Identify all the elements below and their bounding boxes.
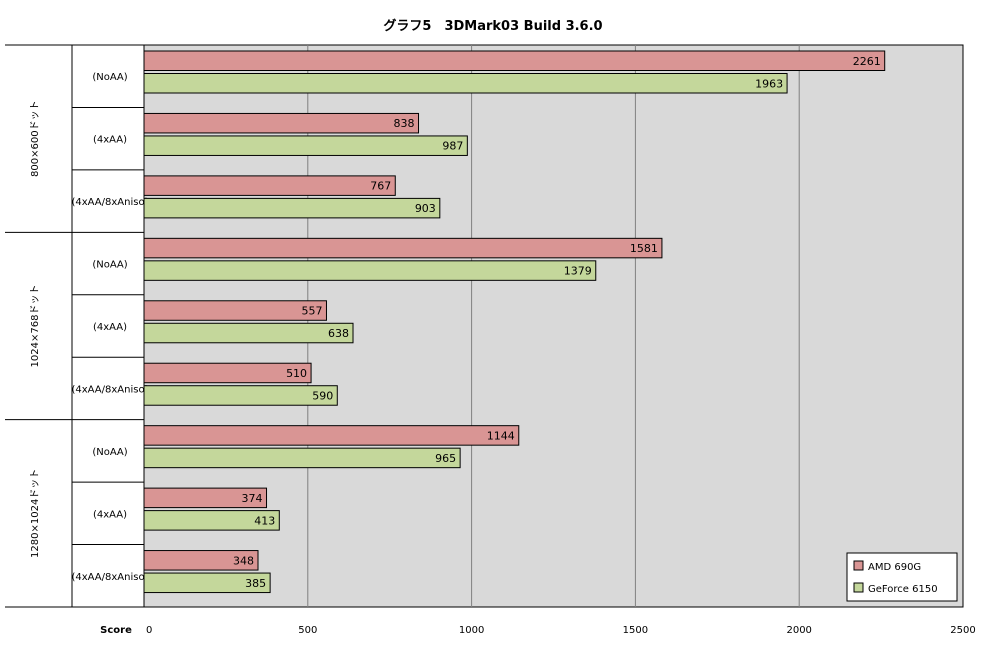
group-label: 1024×768ドット: [30, 285, 41, 368]
data-label: 2261: [853, 55, 881, 68]
bar: [143, 322, 354, 344]
bar: [143, 510, 280, 531]
group-label: 800×600ドット: [30, 100, 41, 177]
bar: [143, 425, 520, 446]
data-label: 385: [245, 577, 266, 590]
legend-swatch: [853, 582, 864, 593]
data-label: 965: [435, 452, 456, 465]
category-label: (4xAA/8xAniso): [72, 197, 149, 208]
bar: [143, 572, 271, 594]
category-label: (NoAA): [92, 447, 127, 458]
data-label: 903: [415, 202, 436, 215]
x-tick-label: 2000: [786, 625, 811, 636]
bar: [143, 175, 396, 196]
legend-label: AMD 690G: [868, 562, 921, 573]
data-label: 1379: [564, 265, 592, 278]
data-label: 1581: [630, 242, 658, 255]
legend: [846, 552, 958, 602]
legend-label: GeForce 6150: [868, 584, 938, 595]
data-label: 1144: [487, 429, 515, 442]
x-tick-label: 1500: [623, 625, 648, 636]
data-label: 374: [242, 492, 263, 505]
bar: [143, 135, 468, 156]
x-axis-title: Score: [100, 625, 132, 636]
data-label: 638: [328, 327, 349, 340]
category-label: (4xAA): [93, 322, 127, 333]
bar: [143, 260, 597, 281]
bar: [143, 50, 886, 71]
data-label: 557: [301, 305, 322, 318]
category-label: (4xAA): [93, 509, 127, 520]
data-label: 1963: [755, 77, 783, 90]
category-label: (4xAA): [93, 135, 127, 146]
data-label: 413: [254, 514, 275, 527]
bar: [143, 362, 312, 384]
category-label: (NoAA): [92, 72, 127, 83]
data-label: 767: [370, 180, 391, 193]
category-label: (4xAA/8xAniso): [72, 572, 149, 583]
data-label: 590: [312, 389, 333, 402]
bar: [143, 447, 461, 469]
x-tick-label: 2500: [950, 625, 975, 636]
data-label: 510: [286, 367, 307, 380]
legend-swatch: [853, 560, 864, 571]
bar: [143, 300, 327, 321]
bar: [143, 197, 441, 219]
data-label: 987: [442, 140, 463, 153]
data-label: 838: [394, 117, 415, 130]
category-label: (4xAA/8xAniso): [72, 384, 149, 395]
bar: [143, 73, 788, 94]
group-label: 1280×1024ドット: [30, 469, 41, 558]
x-tick-label: 1000: [459, 625, 484, 636]
x-tick-label: 500: [298, 625, 317, 636]
bar: [143, 112, 420, 134]
bar: [143, 237, 663, 259]
x-tick-label: 0: [146, 625, 152, 636]
data-label: 348: [233, 554, 254, 567]
bar: [143, 385, 338, 406]
category-label: (NoAA): [92, 260, 127, 271]
chart-title: グラフ5 3DMark03 Build 3.6.0: [383, 18, 602, 34]
bar: [143, 550, 259, 571]
bar: [143, 487, 268, 509]
